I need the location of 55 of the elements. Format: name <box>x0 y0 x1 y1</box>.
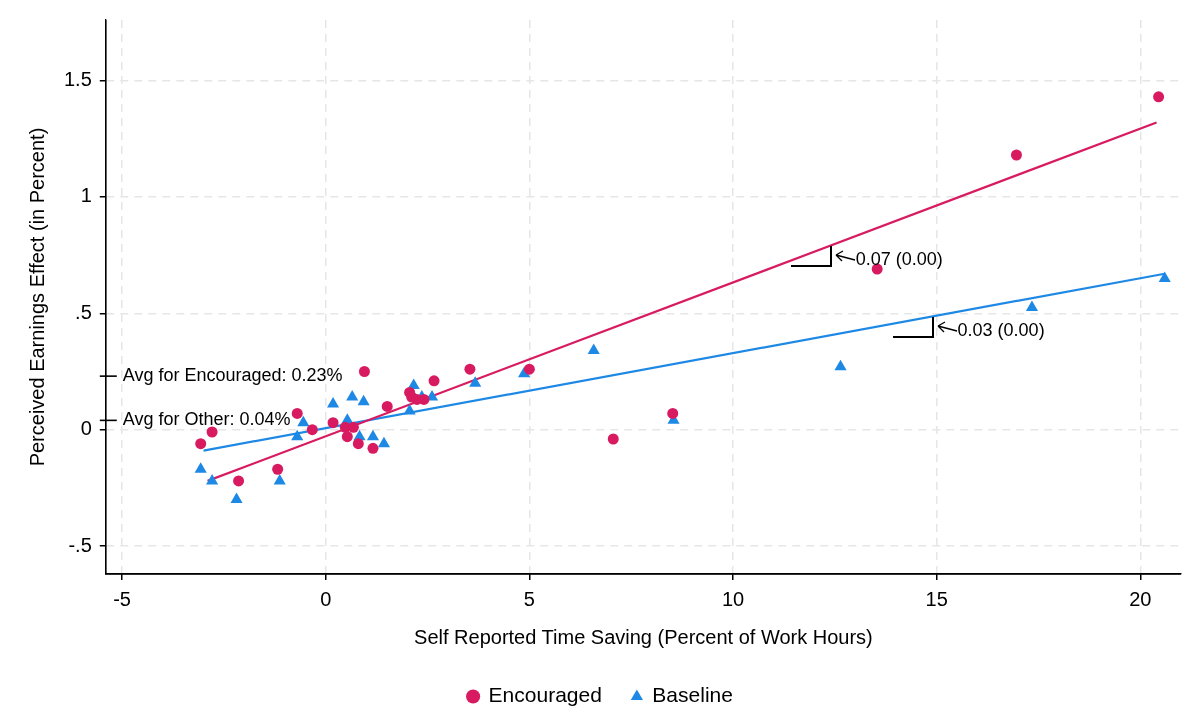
point <box>206 426 218 438</box>
point <box>346 390 359 401</box>
point <box>366 429 380 441</box>
point <box>272 463 284 475</box>
point <box>667 407 679 419</box>
y-axis-title: Perceived Earnings Effect (in Percent) <box>25 127 48 467</box>
y-tick-label: -.5 <box>68 533 92 556</box>
point <box>327 417 339 429</box>
point <box>428 375 440 387</box>
x-tick-label: 5 <box>523 587 535 610</box>
ref-line-label: Avg for Encouraged: 0.23% <box>122 365 343 386</box>
point <box>233 475 245 487</box>
x-tick-label: 20 <box>1129 587 1152 610</box>
point <box>1025 300 1038 311</box>
point <box>194 462 207 473</box>
x-tick-label: 10 <box>721 587 745 610</box>
x-tick-label: 15 <box>925 587 948 610</box>
point <box>291 429 304 441</box>
annotation: 0.03 (0.00) <box>957 319 1045 340</box>
point <box>230 492 243 504</box>
point <box>206 473 219 485</box>
legend-label: Encouraged <box>488 683 602 707</box>
point <box>587 343 600 355</box>
point <box>195 438 207 450</box>
y-tick-label: .5 <box>75 300 92 323</box>
point <box>297 415 310 427</box>
point <box>357 394 370 406</box>
x-tick-label: -5 <box>113 587 131 610</box>
point <box>358 365 370 377</box>
point <box>381 400 393 412</box>
x-tick-label: 0 <box>320 587 332 610</box>
ref-line-label: Avg for Other: 0.04% <box>122 409 291 430</box>
point <box>327 397 340 408</box>
annotation: 0.07 (0.00) <box>855 248 943 269</box>
y-tick-label: 1.5 <box>63 68 92 91</box>
point <box>1010 149 1022 161</box>
point <box>607 433 619 445</box>
point <box>273 473 286 485</box>
point <box>341 431 353 443</box>
x-axis-title: Self Reported Time Saving (Percent of Work Hours) <box>414 625 873 648</box>
point <box>464 363 476 375</box>
point <box>367 442 379 454</box>
point <box>291 407 303 419</box>
point <box>1153 91 1165 103</box>
legend-label: Baseline <box>652 683 733 707</box>
point <box>377 436 391 448</box>
point <box>469 376 482 387</box>
point <box>306 424 318 436</box>
point <box>403 404 416 415</box>
y-tick-label: 1 <box>80 184 92 207</box>
y-tick-label: 0 <box>80 417 92 440</box>
point <box>1158 271 1171 282</box>
point <box>352 438 364 450</box>
point <box>834 359 847 371</box>
point <box>523 363 535 375</box>
